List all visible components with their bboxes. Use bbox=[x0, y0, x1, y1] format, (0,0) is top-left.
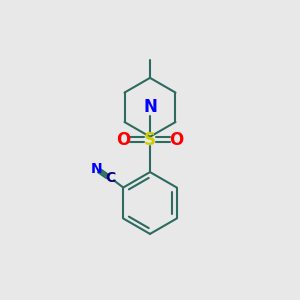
Text: C: C bbox=[105, 171, 115, 185]
Text: O: O bbox=[169, 131, 184, 149]
Text: N: N bbox=[91, 162, 103, 176]
Text: N: N bbox=[143, 98, 157, 116]
Text: O: O bbox=[116, 131, 130, 149]
Text: S: S bbox=[144, 131, 156, 149]
